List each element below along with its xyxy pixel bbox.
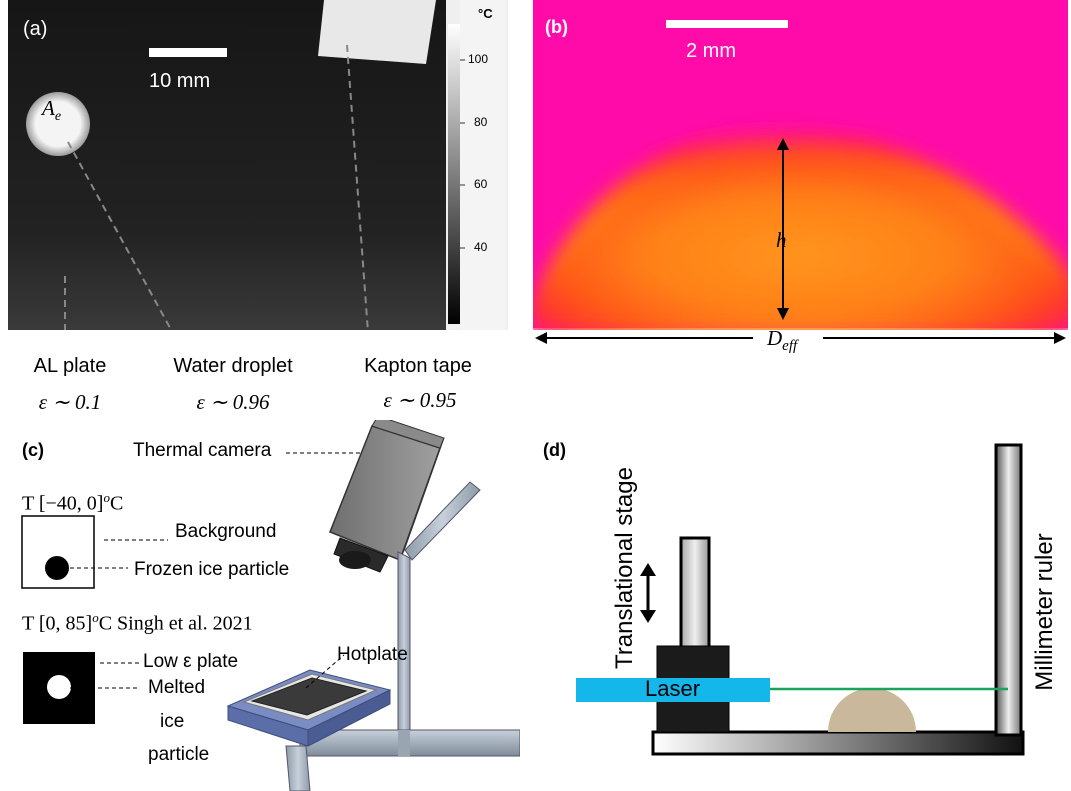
colorbar	[448, 24, 460, 324]
millimeter-ruler-label: Millimeter ruler	[1031, 533, 1058, 691]
melted-label-line1: Melted	[148, 677, 206, 698]
base-plate	[651, 730, 1025, 756]
melted-label-line3: particle	[148, 744, 210, 765]
laser	[576, 678, 770, 702]
emissivity-al-plate: ε ∼ 0.1	[38, 390, 102, 414]
water-droplet	[26, 92, 90, 156]
setup-diagram-d	[576, 443, 1025, 756]
thermal-camera	[329, 420, 445, 573]
frozen-particle	[45, 556, 69, 580]
panel-b: (b) 2 mm h	[523, 0, 1071, 335]
caption-al-plate: AL plate	[33, 355, 107, 377]
thermal-camera-label: Thermal camera	[133, 440, 272, 461]
melted-label-line2: ice	[160, 711, 185, 732]
low-e-plate-label: Low ε plate	[143, 651, 239, 672]
stage-post	[679, 536, 711, 650]
range-frozen: T [−40, 0]oC	[22, 490, 124, 515]
droplet-area-symbol: Ae	[42, 96, 62, 125]
scale-bar-label-a: 10 mm	[149, 70, 211, 92]
colorbar-tick: 40	[474, 240, 488, 254]
colorbar-tick: 100	[468, 52, 489, 66]
thermal-image-a	[8, 0, 508, 347]
camera-stand	[397, 551, 411, 731]
frozen-particle-label: Frozen ice particle	[134, 559, 290, 580]
millimeter-ruler	[994, 443, 1023, 737]
panel-label-c: (c)	[22, 440, 44, 460]
caption-kapton-tape: Kapton tape	[364, 355, 472, 377]
emissivity-water-droplet: ε ∼ 0.96	[196, 390, 270, 414]
panel-label-d: (d)	[543, 440, 566, 460]
melted-particle	[47, 675, 71, 699]
diameter-arrow	[535, 332, 1066, 344]
thermal-image-b	[523, 0, 1071, 335]
colorbar-tick: 80	[474, 115, 488, 129]
panel-label-a: (a)	[23, 18, 48, 40]
panel-a: (a) 10 mm Ae °C 100 80 60 40	[8, 0, 508, 347]
setup-diagram-c	[21, 420, 520, 791]
droplet-d	[828, 688, 916, 732]
hotplate-label: Hotplate	[337, 644, 408, 665]
translational-stage-label: Translational stage	[611, 467, 638, 669]
height-symbol: h	[776, 228, 787, 252]
hotplate	[226, 669, 392, 747]
diameter-symbol: Deff	[767, 326, 798, 355]
laser-label: Laser	[645, 676, 701, 701]
range-melted: T [0, 85]oC Singh et al. 2021	[22, 610, 253, 635]
colorbar-unit: °C	[478, 6, 493, 21]
kapton-tape	[318, 0, 436, 64]
colorbar-tick: 60	[474, 177, 488, 191]
caption-water-droplet: Water droplet	[173, 355, 293, 377]
scale-bar-label-b: 2 mm	[686, 40, 736, 62]
background-label: Background	[175, 521, 277, 542]
panel-label-b: (b)	[545, 17, 568, 37]
emissivity-kapton-tape: ε ∼ 0.95	[383, 388, 457, 412]
scale-bar-b	[666, 20, 788, 28]
scale-bar-a	[149, 48, 227, 57]
